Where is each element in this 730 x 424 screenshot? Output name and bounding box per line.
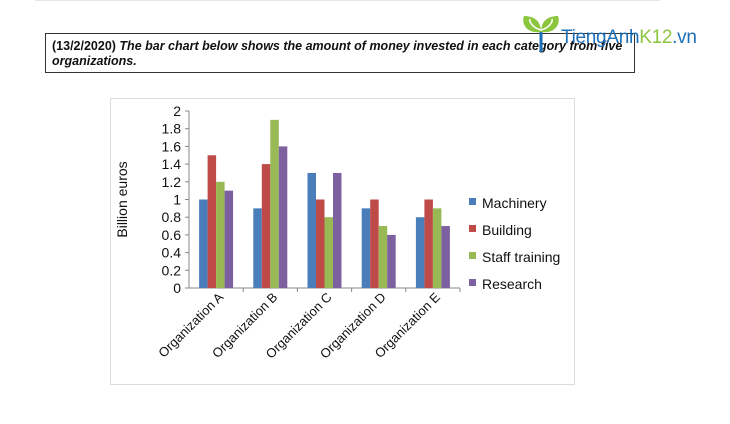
bar [307, 172, 316, 288]
bar [207, 155, 217, 288]
bar [216, 181, 225, 288]
top-divider [35, 0, 660, 1]
bar [253, 208, 262, 288]
y-tick-label: 1 [173, 192, 181, 208]
bar [316, 199, 325, 288]
question-box: (13/2/2020) The bar chart below shows th… [45, 33, 635, 73]
question-text: The bar chart below shows the amount of … [52, 39, 623, 68]
site-logo: TiengAnhK12.vn [521, 14, 721, 54]
sprout-logo-icon [523, 16, 559, 52]
legend-swatch [469, 198, 476, 205]
bar [424, 199, 433, 288]
bar [378, 226, 388, 288]
bar [261, 164, 271, 288]
y-tick-label: 1.4 [162, 156, 182, 172]
bar [370, 199, 379, 288]
y-tick-label: 0.4 [162, 245, 182, 261]
bar [324, 217, 333, 288]
legend-label: Staff training [482, 249, 560, 265]
y-tick-label: 0.6 [162, 227, 182, 243]
y-tick-label: 1.6 [162, 138, 182, 154]
y-tick-label: 0.8 [162, 209, 182, 225]
bar [199, 199, 208, 288]
bar [361, 208, 371, 288]
bar [441, 226, 450, 288]
bar [387, 234, 396, 288]
bar-chart: Billion euros 0 0.2 0.4 0.6 0.8 1 1.2 1.4 1.6 1.8 2… [110, 98, 575, 385]
bar [432, 208, 442, 288]
legend-label: Machinery [482, 195, 547, 211]
bar [278, 146, 288, 288]
legend-swatch [469, 225, 476, 232]
y-tick-label: 0.2 [162, 262, 182, 278]
y-tick-label: 1.2 [162, 174, 182, 190]
bar-chart-svg: Billion euros 0 0.20.4 0.6 0.81 1.2 1.4 1.61.8 2… [110, 98, 575, 385]
legend-swatch [469, 252, 476, 259]
bar [333, 172, 342, 288]
y-tick-label: 0 [173, 280, 181, 296]
legend-swatch [469, 279, 476, 286]
bar [224, 190, 234, 288]
y-tick-label: 2 [173, 103, 181, 119]
bar [270, 119, 279, 288]
bar [415, 217, 425, 288]
y-tick-label: 1.8 [162, 121, 182, 137]
y-axis-label: Billion euros [114, 161, 130, 237]
logo-text: TiengAnhK12.vn [561, 27, 697, 48]
legend-label: Research [482, 276, 542, 292]
question-date: (13/2/2020) [52, 39, 116, 53]
legend-label: Building [482, 222, 532, 238]
